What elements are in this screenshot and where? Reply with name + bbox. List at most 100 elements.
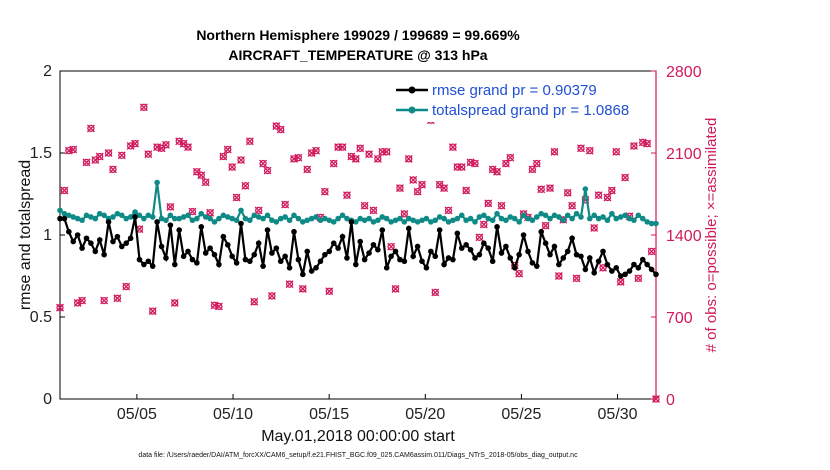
rmse-point — [613, 265, 620, 271]
obs-point — [541, 221, 550, 230]
totalspread-point — [211, 219, 218, 225]
obs-assimilated-marker — [532, 159, 541, 168]
obs-possible-marker — [91, 156, 99, 164]
totalspread-point — [300, 219, 306, 225]
totalspread-point — [476, 214, 483, 220]
rmse-point — [101, 251, 107, 258]
totalspread-point — [295, 215, 302, 222]
obs-possible-marker — [294, 154, 303, 162]
obs-possible-marker — [188, 207, 197, 216]
obs-point — [117, 151, 126, 160]
obs-point — [585, 146, 594, 155]
totalspread-point — [251, 212, 258, 219]
totalspread-point — [286, 217, 293, 224]
rmse-point — [242, 256, 249, 263]
obs-point — [237, 156, 245, 164]
right-tick-label: 1400 — [666, 228, 702, 245]
obs-point — [360, 201, 369, 210]
rmse-point — [357, 238, 364, 245]
totalspread-point — [648, 220, 655, 227]
totalspread-point — [92, 215, 99, 222]
totalspread-point — [269, 217, 275, 224]
obs-assimilated-marker — [69, 145, 78, 154]
obs-assimilated-marker — [572, 274, 581, 283]
obs-assimilated-marker — [113, 294, 122, 303]
obs-possible-marker — [277, 125, 285, 134]
obs-point — [131, 139, 140, 148]
rmse-point — [207, 245, 213, 251]
legend-box — [394, 78, 652, 122]
obs-assimilated-marker — [223, 145, 232, 154]
rmse-point — [573, 251, 580, 258]
right-axis: 0 700 1400 2100 2800 — [651, 64, 702, 409]
rmse-point — [644, 261, 650, 268]
rmse-point — [158, 243, 165, 250]
obs-assimilated-marker — [144, 150, 153, 159]
totalspread-point — [330, 219, 337, 225]
rmse-point — [119, 243, 125, 250]
x-tick-label: 05/25 — [501, 406, 541, 423]
obs-possible-marker — [493, 168, 501, 176]
obs-assimilated-marker — [493, 167, 502, 176]
obs-assimilated-marker — [541, 221, 550, 230]
totalspread-point — [154, 179, 160, 186]
obs-point — [161, 140, 170, 149]
obs-possible-marker — [268, 292, 276, 300]
obs-point — [532, 159, 541, 168]
obs-assimilated-marker — [413, 187, 422, 196]
obs-possible-marker — [630, 142, 638, 150]
obs-point — [267, 291, 276, 300]
obs-possible-marker — [586, 147, 594, 155]
rmse-series — [57, 214, 659, 279]
obs-assimilated-marker — [82, 158, 91, 167]
obs-possible-marker — [400, 210, 409, 218]
obs-assimilated-marker — [214, 302, 223, 311]
rmse-point — [132, 214, 138, 220]
totalspread-point — [273, 219, 280, 225]
totalspread-point — [313, 214, 319, 220]
obs-possible-marker — [480, 220, 488, 229]
totalspread-point — [556, 214, 562, 220]
obs-possible-marker — [374, 155, 382, 163]
obs-possible-marker — [193, 168, 201, 176]
totalspread-point — [61, 210, 68, 217]
totalspread-point — [573, 210, 580, 217]
obs-assimilated-marker — [254, 206, 263, 215]
totalspread-point — [503, 217, 509, 224]
obs-possible-marker — [109, 165, 117, 174]
obs-point — [391, 284, 400, 293]
obs-possible-marker — [383, 148, 391, 156]
totalspread-point — [167, 212, 174, 219]
totalspread-point — [145, 212, 152, 219]
obs-possible-marker — [171, 299, 179, 307]
rmse-point — [586, 255, 593, 261]
rmse-point — [617, 273, 624, 279]
obs-point — [643, 139, 652, 148]
totalspread-point — [194, 215, 200, 222]
totalspread-point — [141, 215, 147, 222]
obs-possible-marker — [299, 285, 307, 293]
totalspread-point — [149, 214, 156, 220]
obs-point — [188, 207, 197, 216]
totalspread-point — [494, 210, 500, 217]
chart-title-line1: Northern Hemisphere 199029 / 199689 = 99… — [196, 27, 520, 43]
rmse-point — [348, 219, 355, 225]
totalspread-point — [74, 215, 81, 222]
obs-assimilated-marker — [60, 186, 69, 195]
totalspread-point — [626, 215, 633, 222]
rmse-point — [57, 215, 63, 222]
obs-point — [484, 199, 493, 208]
rmse-point — [96, 237, 103, 243]
obs-possible-marker — [612, 148, 620, 156]
rmse-point — [127, 235, 134, 242]
obs-possible-marker — [215, 302, 223, 311]
rmse-point — [171, 261, 178, 268]
obs-point — [400, 209, 409, 218]
left-tick-label: 1 — [43, 227, 52, 244]
totalspread-point — [370, 219, 377, 225]
obs-possible-marker — [449, 143, 457, 151]
totalspread-point — [405, 215, 412, 222]
totalspread-point — [339, 212, 346, 219]
obs-assimilated-marker — [250, 297, 259, 306]
